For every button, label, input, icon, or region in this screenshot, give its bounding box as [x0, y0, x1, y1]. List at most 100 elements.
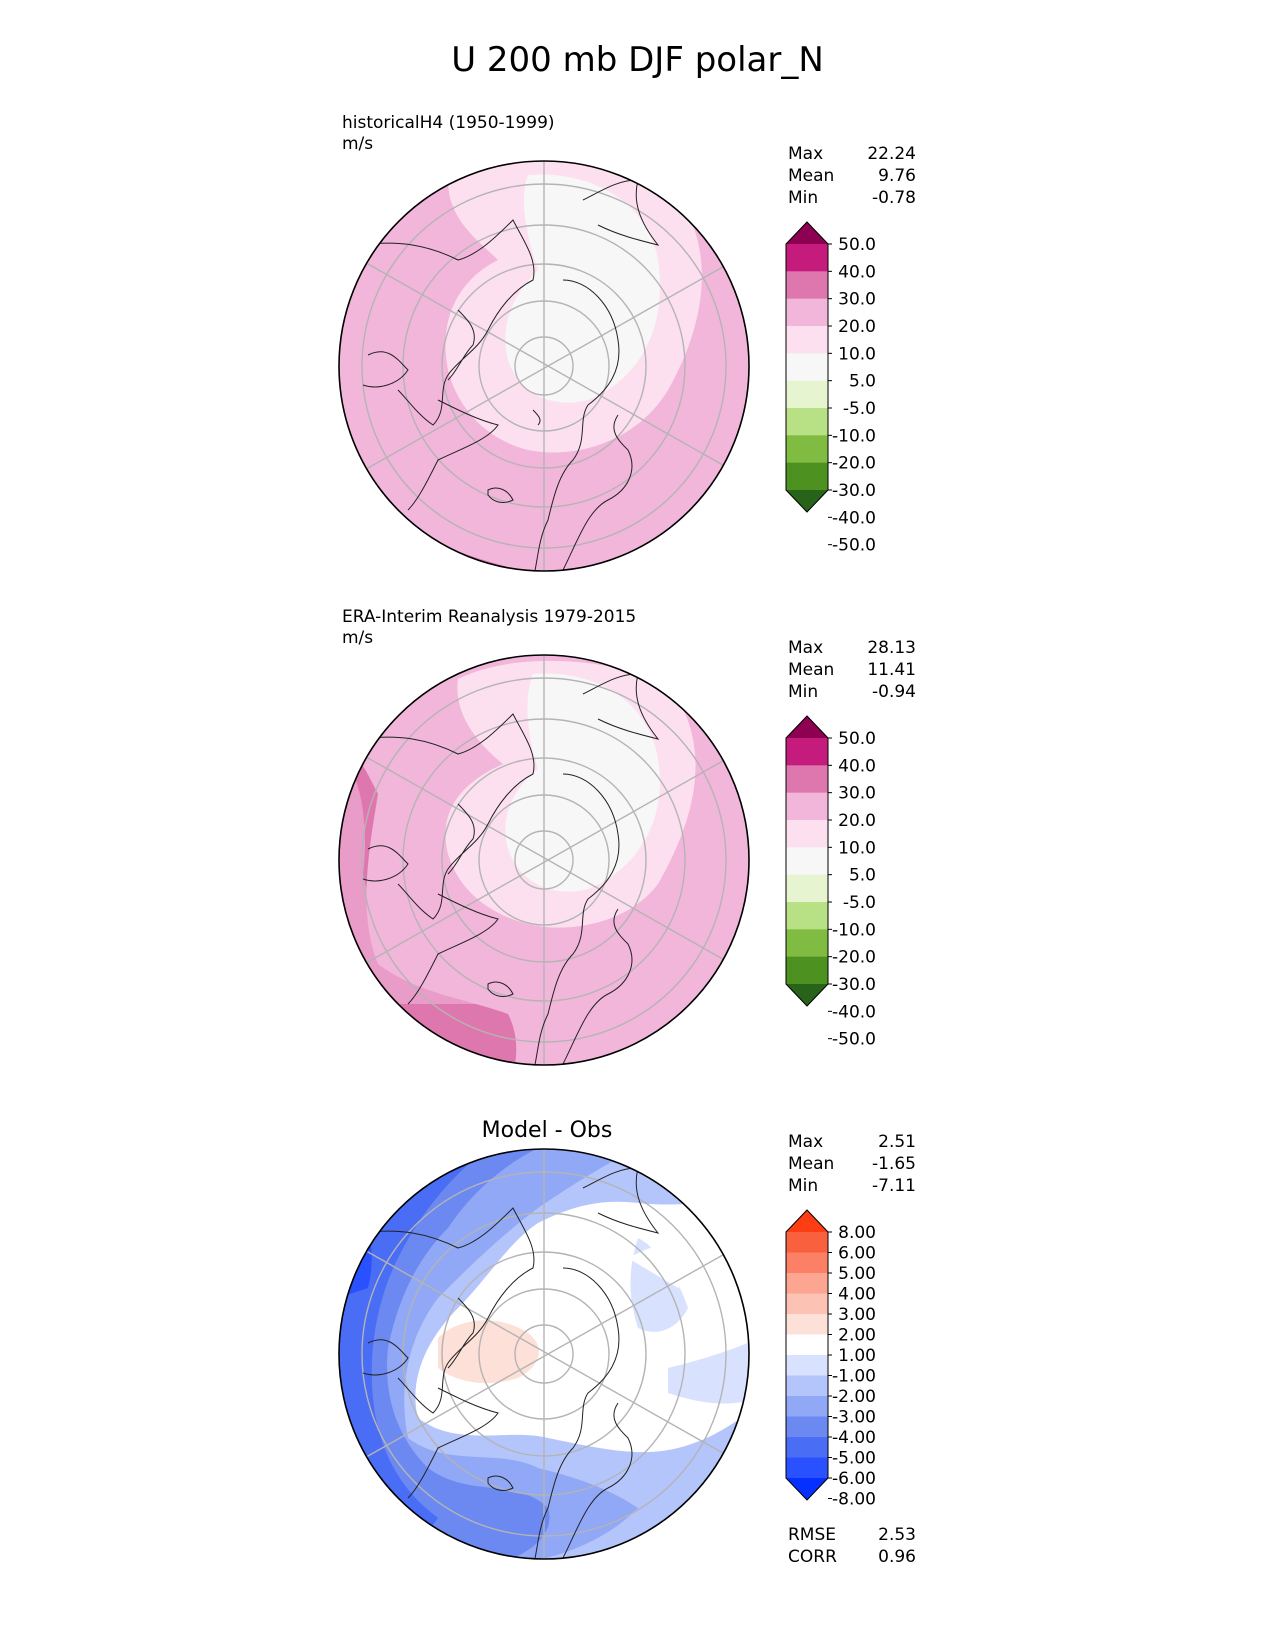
- stat-label: Min: [788, 682, 819, 702]
- colorbar-tick-label: 4.00: [838, 1285, 876, 1305]
- stat-label: Mean: [788, 1154, 835, 1174]
- panel2-polar-map: [338, 654, 750, 1066]
- colorbar-tick-label: 30.0: [838, 290, 876, 310]
- colorbar-tick-label: -30.0: [832, 481, 876, 501]
- panel3-colorbar: 8.006.005.004.003.002.001.00-1.00-2.00-3…: [785, 1209, 876, 1510]
- stat-value: -1.65: [872, 1154, 916, 1174]
- colorbar-segment: [786, 847, 828, 876]
- colorbar-tick-label: 10.0: [838, 838, 876, 858]
- colorbar-segment: [786, 874, 828, 903]
- colorbar-tick-label: 6.00: [838, 1244, 876, 1264]
- colorbar-tick-label: 40.0: [838, 262, 876, 282]
- colorbar-tick-label: -4.00: [832, 1428, 876, 1448]
- colorbar-tick-label: -50.0: [832, 1030, 876, 1050]
- colorbar-segment: [786, 326, 828, 354]
- colorbar-extend-max: [786, 716, 828, 738]
- colorbar-tick-label: 5.00: [838, 1264, 876, 1284]
- colorbar-extend-min: [786, 1478, 828, 1500]
- panel1-label: historicalH4 (1950-1999) m/s: [342, 113, 555, 155]
- stat-value: 9.76: [878, 166, 916, 186]
- panel3-title: Model - Obs: [481, 1118, 613, 1143]
- colorbar-tick-label: 2.00: [838, 1326, 876, 1346]
- stat-label: Max: [788, 638, 824, 658]
- colorbar-segment: [786, 1416, 828, 1438]
- colorbar-tick-label: -30.0: [832, 975, 876, 995]
- colorbar-segment: [786, 1314, 828, 1335]
- panel1-colorbar: 50.0 40.0 30.0 20.0 10.0 5.0 -5.0 -10.0 -20.0 -30…: [785, 221, 876, 556]
- panel3-stats: Max 2.51 Mean -1.65 Min -7.11: [788, 1131, 916, 1197]
- colorbar-tick-label: -40.0: [832, 508, 876, 528]
- colorbar-tick-label: -5.0: [843, 399, 876, 419]
- colorbar-segment: [786, 1334, 828, 1356]
- colorbar-segment: [786, 956, 828, 985]
- colorbar-tick-label: 5.0: [849, 372, 876, 392]
- panel1-polar-map: [338, 160, 750, 572]
- stat-label: Mean: [788, 166, 835, 186]
- colorbar-tick-label: 20.0: [838, 317, 876, 337]
- colorbar-tick-label: 40.0: [838, 756, 876, 776]
- colorbar-segment: [786, 353, 828, 382]
- colorbar-tick-label: -5.0: [843, 893, 876, 913]
- colorbar-tick-label: 20.0: [838, 811, 876, 831]
- colorbar-segment: [786, 1437, 828, 1458]
- colorbar-extend-max: [786, 1210, 828, 1232]
- colorbar-tick-label: -20.0: [832, 948, 876, 968]
- colorbar-segment: [786, 271, 828, 300]
- colorbar-segment: [786, 902, 828, 930]
- colorbar-tick-label: -8.00: [832, 1490, 876, 1510]
- figure-title: U 200 mb DJF polar_N: [451, 40, 824, 80]
- colorbar-tick-label: 50.0: [838, 235, 876, 255]
- colorbar-tick-label: 3.00: [838, 1305, 876, 1325]
- panel1-units: m/s: [342, 134, 374, 154]
- panel3-difference-map: [338, 1148, 750, 1560]
- colorbar-tick-label: -20.0: [832, 454, 876, 474]
- colorbar-segment: [786, 1375, 828, 1397]
- panel2-stats: Max 28.13 Mean 11.41 Min -0.94: [788, 637, 916, 703]
- colorbar-segment: [786, 1232, 828, 1253]
- colorbar-tick-label: -1.00: [832, 1367, 876, 1387]
- colorbar-tick-label: -6.00: [832, 1469, 876, 1489]
- panel1-stats: Max 22.24 Mean 9.76 Min -0.78: [788, 143, 916, 209]
- stat-value: 28.13: [867, 638, 916, 658]
- colorbar-segment: [786, 244, 828, 272]
- panel3-error-stats: RMSE 2.53 CORR 0.96: [788, 1524, 916, 1568]
- colorbar-tick-label: -2.00: [832, 1387, 876, 1407]
- colorbar-segment: [786, 1293, 828, 1315]
- panel2-colorbar: 50.0 40.0 30.0 20.0 10.0 5.0 -5.0 -10.0 -20.0 -30…: [785, 715, 876, 1050]
- stat-value: -0.94: [872, 682, 916, 702]
- colorbar-segment: [786, 820, 828, 848]
- stat-label: RMSE: [788, 1525, 837, 1545]
- stat-value: 2.53: [878, 1525, 916, 1545]
- colorbar-segment: [786, 435, 828, 464]
- colorbar-segment: [786, 380, 828, 409]
- colorbar-tick-label: 8.00: [838, 1223, 876, 1243]
- colorbar-tick-label: 5.0: [849, 866, 876, 886]
- panel2-units: m/s: [342, 628, 374, 648]
- colorbar-extend-min: [786, 490, 828, 512]
- colorbar-tick-label: -50.0: [832, 536, 876, 556]
- colorbar-tick-label: 50.0: [838, 729, 876, 749]
- colorbar-tick-label: -10.0: [832, 920, 876, 940]
- colorbar-segment: [786, 1273, 828, 1294]
- colorbar-segment: [786, 1355, 828, 1376]
- stat-label: Min: [788, 188, 819, 208]
- stat-value: -0.78: [872, 188, 916, 208]
- stat-value: 11.41: [867, 660, 916, 680]
- panel1-model-name: historicalH4 (1950-1999): [342, 113, 555, 133]
- colorbar-extend-min: [786, 984, 828, 1006]
- colorbar-tick-label: -5.00: [832, 1449, 876, 1469]
- stat-value: 0.96: [878, 1547, 916, 1567]
- colorbar-segment: [786, 1457, 828, 1479]
- colorbar-tick-label: 1.00: [838, 1346, 876, 1366]
- stat-label: Max: [788, 144, 824, 164]
- colorbar-segment: [786, 765, 828, 794]
- stat-label: Max: [788, 1132, 824, 1152]
- stat-label: Min: [788, 1176, 819, 1196]
- colorbar-segment: [786, 929, 828, 958]
- colorbar-extend-max: [786, 222, 828, 244]
- stat-value: -7.11: [872, 1176, 916, 1196]
- colorbar-segment: [786, 408, 828, 436]
- stat-label: Mean: [788, 660, 835, 680]
- colorbar-tick-label: 10.0: [838, 344, 876, 364]
- colorbar-segment: [786, 298, 828, 327]
